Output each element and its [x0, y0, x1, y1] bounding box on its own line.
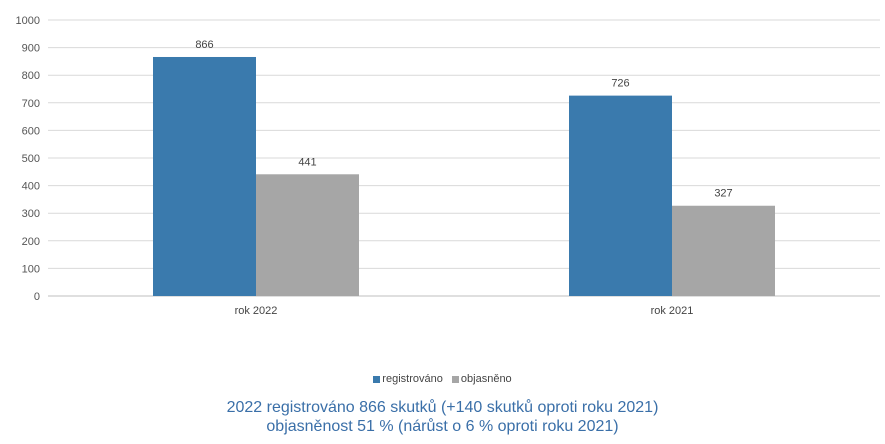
bar-registered-0: [153, 56, 256, 296]
data-label-solved-1: 327: [714, 188, 732, 200]
legend-item-solved: objasněno: [451, 373, 512, 385]
legend-swatch-registered: [373, 375, 381, 383]
legend: registrováno objasněno: [0, 373, 885, 385]
data-labels: 866 441 726 327: [195, 39, 732, 200]
x-axis: rok 2022 rok 2021: [235, 305, 694, 317]
y-tick-label-100: 100: [22, 263, 40, 275]
data-label-registered-0: 866: [195, 39, 213, 51]
legend-item-registered: registrováno: [373, 373, 443, 385]
bar-solved-0: [256, 174, 359, 296]
y-tick-label-500: 500: [22, 153, 40, 165]
y-axis: 0 100 200 300 400 500 600 700 800 900 1000: [16, 15, 40, 303]
data-label-registered-1: 726: [611, 78, 629, 90]
y-tick-label-0: 0: [34, 291, 40, 303]
legend-swatch-solved: [451, 375, 459, 383]
legend-label-registered: registrováno: [382, 373, 443, 385]
bar-registered-1: [569, 95, 672, 297]
y-tick-label-200: 200: [22, 236, 40, 248]
bar-solved-1: [672, 205, 775, 296]
legend-label-solved: objasněno: [460, 373, 512, 385]
y-tick-label-800: 800: [22, 70, 40, 82]
x-tick-label-1: rok 2021: [651, 305, 694, 317]
y-tick-label-300: 300: [22, 208, 40, 220]
y-tick-label-700: 700: [22, 98, 40, 110]
y-tick-label-900: 900: [22, 43, 40, 55]
x-tick-label-0: rok 2022: [235, 305, 278, 317]
caption-line-2: objasněnost 51 % (nárůst o 6 % oproti ro…: [266, 418, 619, 435]
y-tick-label-1000: 1000: [16, 15, 40, 27]
y-tick-label-600: 600: [22, 125, 40, 137]
bars: [153, 56, 775, 297]
caption-line-1: 2022 registrováno 866 skutků (+140 skutk…: [226, 399, 659, 416]
data-label-solved-0: 441: [298, 156, 316, 168]
chart-caption: 2022 registrováno 866 skutků (+140 skutk…: [0, 398, 885, 436]
y-tick-label-400: 400: [22, 181, 40, 193]
bar-chart: 0 100 200 300 400 500 600 700 800 900 1000 866 441 7…: [16, 15, 880, 317]
